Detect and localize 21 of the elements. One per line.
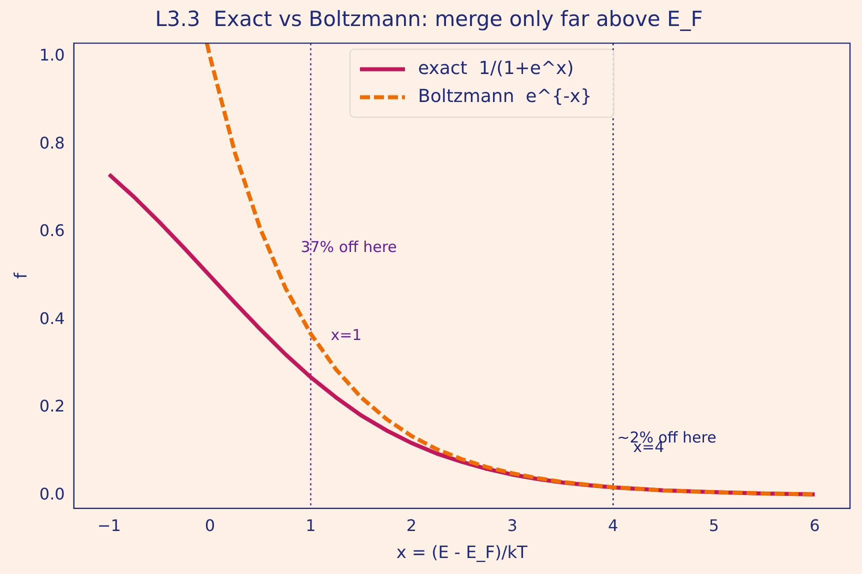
x-tick-label: 3: [507, 516, 518, 536]
y-tick-label: 0.6: [39, 221, 65, 240]
x-tick-label: 4: [608, 516, 618, 536]
y-tick-label: 0.0: [39, 484, 65, 504]
chart-title: L3.3 Exact vs Boltzmann: merge only far above E_F: [155, 7, 703, 32]
legend-label: Boltzmann e^{-x}: [418, 86, 592, 107]
ref-line-label: x=1: [330, 326, 362, 344]
y-tick-label: 1.0: [39, 46, 65, 65]
x-tick-label: 5: [708, 516, 720, 536]
x-tick-label: −1: [97, 516, 121, 536]
legend-label: exact 1/(1+e^x): [418, 58, 574, 79]
y-axis-title: f: [12, 272, 32, 279]
y-tick-label: 0.2: [39, 396, 65, 416]
x-axis-title: x = (E - E_F)/kT: [396, 543, 528, 564]
x-tick-label: 6: [810, 516, 820, 536]
y-tick-label: 0.8: [39, 133, 65, 152]
x-tick-label: 1: [306, 516, 316, 536]
y-tick-label: 0.4: [39, 308, 65, 328]
x-tick-label: 2: [406, 516, 417, 536]
annotation: 37% off here: [300, 238, 397, 256]
x-tick-label: 0: [204, 516, 216, 536]
